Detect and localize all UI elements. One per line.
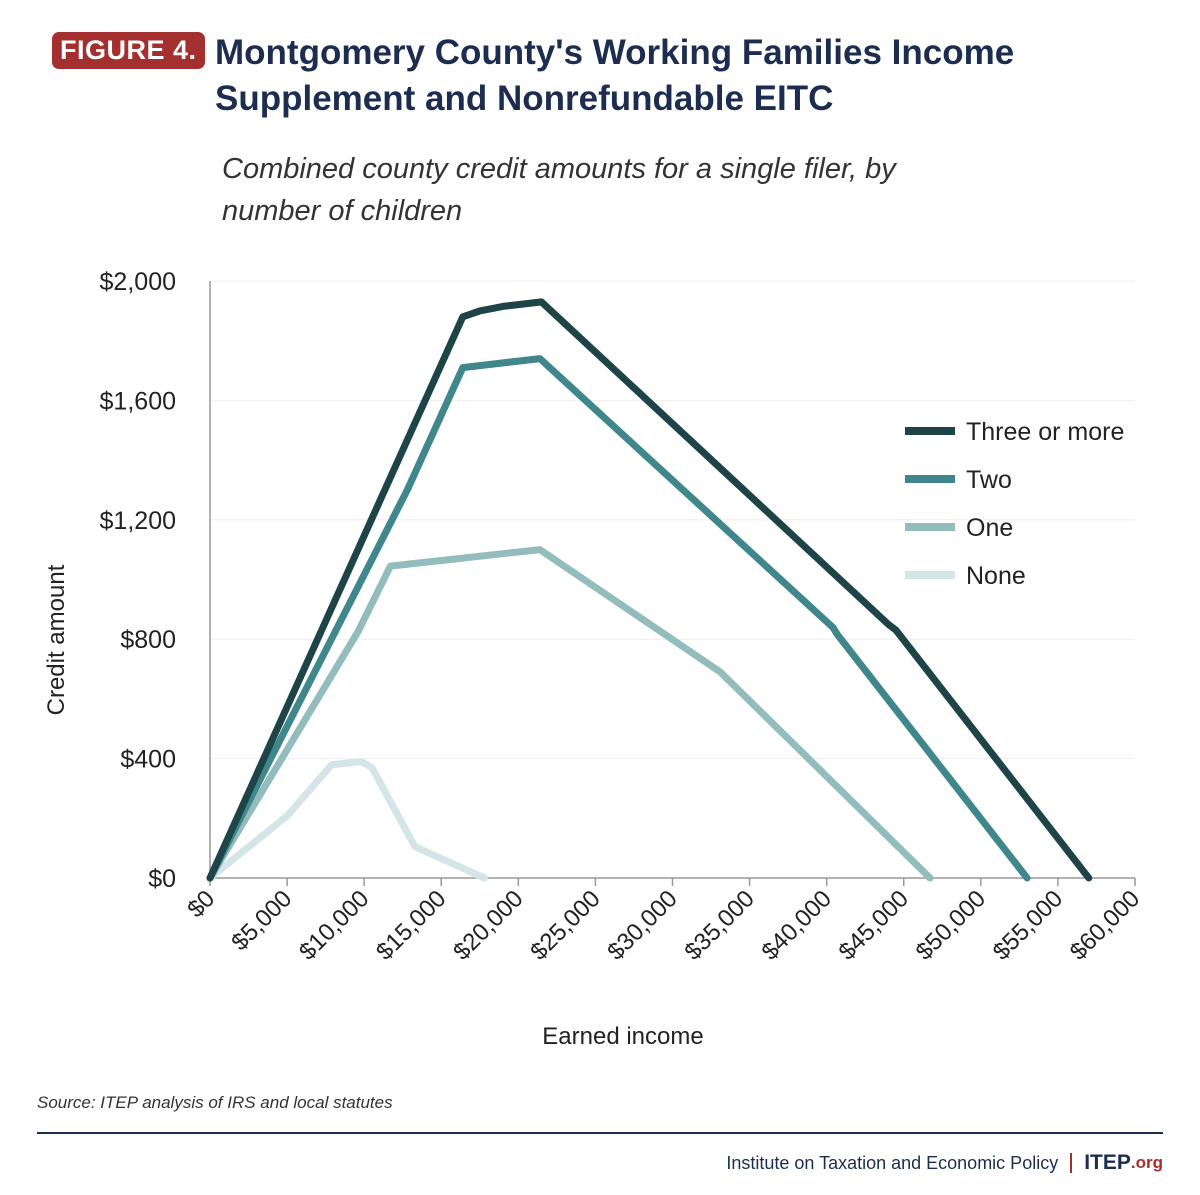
series-line bbox=[206, 298, 1093, 882]
y-tick-label: $400 bbox=[120, 746, 176, 774]
source-note: Source: ITEP analysis of IRS and local s… bbox=[37, 1093, 393, 1112]
x-tick-label: $0 bbox=[182, 885, 220, 923]
y-tick-label: $1,200 bbox=[100, 507, 176, 535]
y-tick-label: $1,600 bbox=[100, 387, 176, 415]
footer: Institute on Taxation and Economic Polic… bbox=[726, 1151, 1163, 1175]
y-axis-label: Credit amount bbox=[43, 564, 70, 715]
series-line bbox=[206, 758, 488, 882]
brand: ITEP bbox=[1084, 1151, 1131, 1174]
x-tick-label: $35,000 bbox=[679, 885, 759, 965]
figure-label: FIGURE 4. bbox=[52, 32, 205, 69]
y-tick-label: $2,000 bbox=[100, 268, 176, 296]
x-tick-label: $60,000 bbox=[1065, 885, 1145, 965]
brand-domain: .org bbox=[1130, 1153, 1163, 1172]
y-tick-label: $0 bbox=[148, 865, 176, 893]
x-tick-label: $55,000 bbox=[988, 885, 1068, 965]
footer-rule bbox=[37, 1132, 1163, 1134]
x-tick-label: $45,000 bbox=[834, 885, 914, 965]
y-tick-label: $800 bbox=[120, 626, 176, 654]
x-tick-label: $10,000 bbox=[294, 885, 374, 965]
legend-label: None bbox=[966, 562, 1026, 590]
organization: Institute on Taxation and Economic Polic… bbox=[726, 1152, 1059, 1173]
x-tick-label: $20,000 bbox=[448, 885, 528, 965]
x-tick-label: $15,000 bbox=[371, 885, 451, 965]
x-tick-label: $5,000 bbox=[226, 885, 297, 956]
separator bbox=[1070, 1153, 1073, 1173]
x-tick-label: $25,000 bbox=[525, 885, 605, 965]
series-line bbox=[206, 355, 1031, 882]
x-tick-label: $50,000 bbox=[911, 885, 991, 965]
legend-label: Three or more bbox=[966, 418, 1124, 446]
x-tick-label: $30,000 bbox=[602, 885, 682, 965]
x-axis-label: Earned income bbox=[542, 1023, 703, 1050]
legend-label: Two bbox=[966, 466, 1012, 494]
series-line bbox=[206, 546, 934, 882]
legend-label: One bbox=[966, 514, 1013, 542]
x-tick-label: $40,000 bbox=[756, 885, 836, 965]
chart-subtitle: Combined county credit amounts for a sin… bbox=[222, 153, 896, 227]
chart-title: Montgomery County's Working Families Inc… bbox=[215, 33, 1015, 118]
